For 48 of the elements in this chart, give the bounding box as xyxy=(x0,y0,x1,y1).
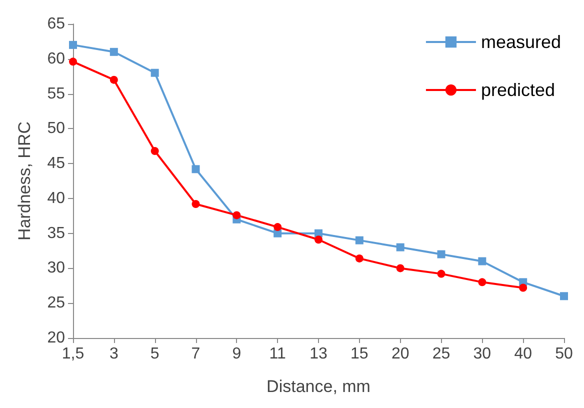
y-tick-label: 30 xyxy=(47,260,66,277)
point xyxy=(274,223,282,232)
point xyxy=(355,254,364,262)
x-tick-label: 3 xyxy=(109,346,118,362)
point xyxy=(396,243,404,252)
point xyxy=(355,236,364,244)
legend-label: predicted xyxy=(480,80,556,100)
point xyxy=(110,48,118,56)
point xyxy=(437,250,446,258)
x-tick-label: 13 xyxy=(310,346,328,362)
x-tick-label: 50 xyxy=(555,346,573,362)
point xyxy=(396,264,404,272)
y-tick-label: 20 xyxy=(47,330,66,346)
point xyxy=(192,200,200,208)
point xyxy=(437,270,446,278)
y-tick-label: 25 xyxy=(47,294,66,312)
point xyxy=(150,146,159,155)
point xyxy=(69,58,77,66)
y-tick-label: 55 xyxy=(47,85,66,102)
point xyxy=(110,76,118,84)
x-tick-label: 20 xyxy=(391,346,410,362)
x-tick-label: 40 xyxy=(514,346,532,362)
y-tick-label: 35 xyxy=(47,224,66,242)
y-tick-label: 65 xyxy=(47,16,66,32)
x-tick-label: 15 xyxy=(350,346,368,362)
point xyxy=(314,236,322,244)
point xyxy=(150,68,159,77)
point xyxy=(69,40,77,49)
point xyxy=(560,292,568,300)
y-tick-label: 45 xyxy=(47,155,66,172)
y-tick-label: 60 xyxy=(47,50,66,68)
point xyxy=(519,284,528,292)
x-axis-title: Distance, mm xyxy=(266,377,370,396)
legend-label: measured xyxy=(480,32,562,52)
y-axis-title: Hardness, HRC xyxy=(15,121,34,241)
point xyxy=(192,165,200,174)
x-tick-label: 5 xyxy=(150,346,160,362)
x-tick-label: 25 xyxy=(432,346,450,362)
point xyxy=(478,257,486,266)
x-tick-label: 1,5 xyxy=(62,346,84,362)
x-tick-label: 9 xyxy=(232,346,242,362)
point xyxy=(478,278,486,286)
x-tick-label: 11 xyxy=(269,346,286,362)
point xyxy=(232,211,241,220)
y-tick-label: 40 xyxy=(47,190,66,207)
x-tick-label: 7 xyxy=(191,346,200,362)
x-tick-label: 30 xyxy=(473,346,492,362)
y-tick-label: 50 xyxy=(47,120,66,138)
